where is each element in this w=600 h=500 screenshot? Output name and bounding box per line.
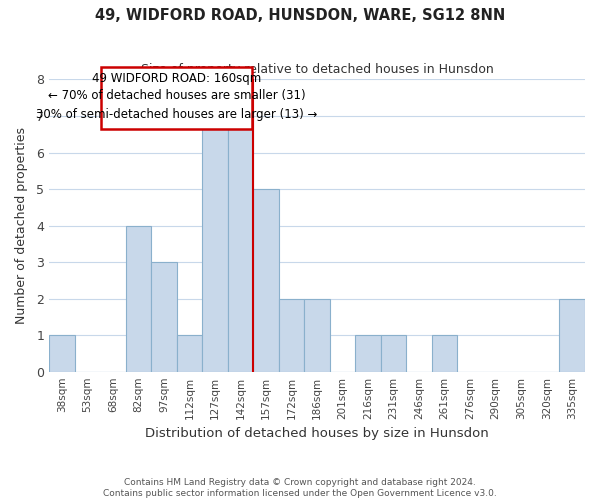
Text: Contains HM Land Registry data © Crown copyright and database right 2024.
Contai: Contains HM Land Registry data © Crown c… xyxy=(103,478,497,498)
Bar xyxy=(151,262,177,372)
Title: Size of property relative to detached houses in Hunsdon: Size of property relative to detached ho… xyxy=(141,62,493,76)
Text: 30% of semi-detached houses are larger (13) →: 30% of semi-detached houses are larger (… xyxy=(36,108,317,120)
Bar xyxy=(559,298,585,372)
Text: ← 70% of detached houses are smaller (31): ← 70% of detached houses are smaller (31… xyxy=(48,90,305,102)
X-axis label: Distribution of detached houses by size in Hunsdon: Distribution of detached houses by size … xyxy=(145,427,489,440)
Bar xyxy=(381,335,406,372)
Bar xyxy=(49,335,75,372)
Bar xyxy=(177,335,202,372)
Bar xyxy=(304,298,330,372)
Y-axis label: Number of detached properties: Number of detached properties xyxy=(15,127,28,324)
Bar xyxy=(228,116,253,372)
Bar xyxy=(279,298,304,372)
FancyBboxPatch shape xyxy=(101,66,252,129)
Bar xyxy=(202,116,228,372)
Text: 49, WIDFORD ROAD, HUNSDON, WARE, SG12 8NN: 49, WIDFORD ROAD, HUNSDON, WARE, SG12 8N… xyxy=(95,8,505,22)
Bar xyxy=(253,189,279,372)
Bar xyxy=(355,335,381,372)
Bar xyxy=(126,226,151,372)
Text: 49 WIDFORD ROAD: 160sqm: 49 WIDFORD ROAD: 160sqm xyxy=(92,72,262,85)
Bar xyxy=(432,335,457,372)
